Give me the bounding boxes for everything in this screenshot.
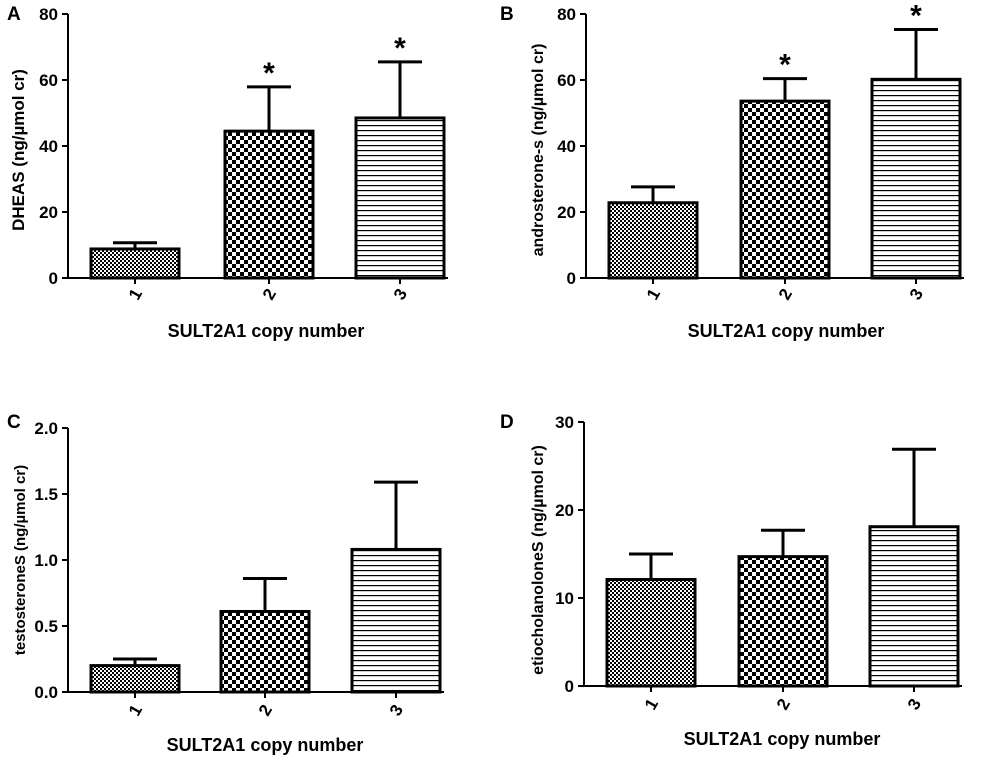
bar-1 xyxy=(89,247,181,280)
y-axis-label: DHEAS (ng/µmol cr) xyxy=(9,69,28,231)
bar-2 xyxy=(219,609,311,694)
y-tick-label: 80 xyxy=(557,5,576,24)
significance-marker: * xyxy=(263,57,275,90)
bar-1 xyxy=(605,578,697,688)
x-tick-label: 3 xyxy=(386,701,407,719)
y-tick-label: 30 xyxy=(555,413,574,432)
y-tick-label: 10 xyxy=(555,589,574,608)
bar-2 xyxy=(739,99,831,280)
x-tick-label: 2 xyxy=(259,285,280,303)
panel-letter: D xyxy=(500,412,514,433)
y-tick-label: 0 xyxy=(567,269,576,288)
x-axis-label: SULT2A1 copy number xyxy=(168,321,365,341)
significance-marker: * xyxy=(910,0,922,33)
x-tick-label: 2 xyxy=(773,695,794,713)
y-tick-label: 1.0 xyxy=(34,551,58,570)
x-axis-label: SULT2A1 copy number xyxy=(167,735,364,755)
x-tick-label: 3 xyxy=(390,285,411,303)
x-tick-label: 1 xyxy=(643,285,664,303)
x-tick-label: 2 xyxy=(775,285,796,303)
x-tick-label: 1 xyxy=(125,701,146,719)
x-tick-label: 3 xyxy=(904,695,925,713)
bar-3 xyxy=(350,547,442,694)
panel-a: A DHEAS (ng/µmol cr) SULT2A1 copy number… xyxy=(7,4,448,341)
y-tick-label: 0 xyxy=(49,269,58,288)
y-tick-label: 1.5 xyxy=(34,485,58,504)
y-tick-label: 40 xyxy=(39,137,58,156)
x-tick-label: 3 xyxy=(906,285,927,303)
y-axis-label: etiocholanoloneS (ng/µmol cr) xyxy=(530,445,547,675)
y-tick-label: 60 xyxy=(39,71,58,90)
x-axis-label: SULT2A1 copy number xyxy=(688,321,885,341)
bar-2 xyxy=(737,555,829,688)
x-tick-label: 1 xyxy=(641,695,662,713)
panel-letter: A xyxy=(7,4,21,25)
y-tick-label: 0.0 xyxy=(34,683,58,702)
bar-3 xyxy=(354,116,446,280)
y-tick-label: 20 xyxy=(557,203,576,222)
significance-marker: * xyxy=(394,32,406,65)
bar-2 xyxy=(223,129,315,280)
bar-1 xyxy=(607,201,699,280)
bar-3 xyxy=(868,525,960,688)
panel-letter: C xyxy=(7,412,21,433)
y-tick-label: 0 xyxy=(565,677,574,696)
y-axis-label: testosteroneS (ng/µmol cr) xyxy=(12,465,29,655)
significance-marker: * xyxy=(779,49,791,82)
y-tick-label: 60 xyxy=(557,71,576,90)
y-tick-label: 0.5 xyxy=(34,617,58,636)
x-tick-label: 1 xyxy=(125,285,146,303)
bar-1 xyxy=(89,664,181,694)
x-axis-label: SULT2A1 copy number xyxy=(684,729,881,749)
bar-3 xyxy=(870,77,962,280)
panel-d: D etiocholanoloneS (ng/µmol cr) SULT2A1 … xyxy=(500,412,962,749)
panel-letter: B xyxy=(500,4,514,25)
y-axis-label: androsterone-s (ng/µmol cr) xyxy=(530,44,547,257)
panel-b: B androsterone-s (ng/µmol cr) SULT2A1 co… xyxy=(500,0,964,341)
y-tick-label: 2.0 xyxy=(34,419,58,438)
y-tick-label: 20 xyxy=(555,501,574,520)
y-tick-label: 40 xyxy=(557,137,576,156)
y-tick-label: 20 xyxy=(39,203,58,222)
y-tick-label: 80 xyxy=(39,5,58,24)
x-tick-label: 2 xyxy=(255,701,276,719)
panel-c: C testosteroneS (ng/µmol cr) SULT2A1 cop… xyxy=(7,412,444,755)
